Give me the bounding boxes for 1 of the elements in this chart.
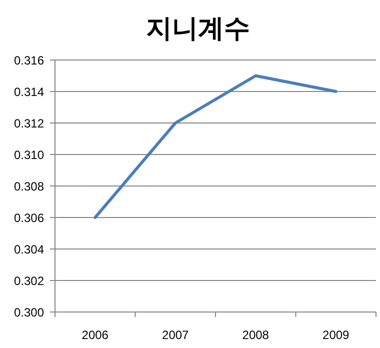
title: 지니계수 [146, 13, 250, 43]
